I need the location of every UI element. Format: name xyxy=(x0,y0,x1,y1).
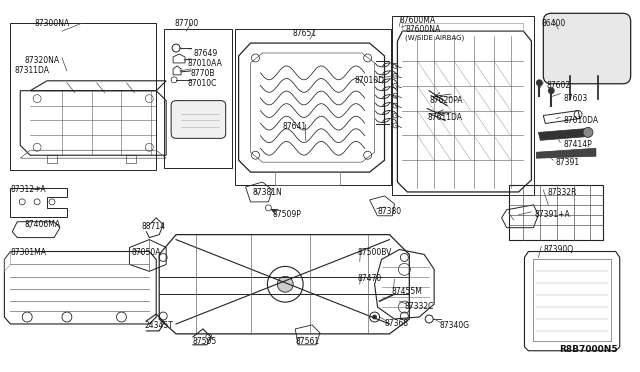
Text: (W/SIDE AIRBAG): (W/SIDE AIRBAG) xyxy=(405,34,465,41)
Text: 87603: 87603 xyxy=(563,94,588,103)
Text: 87010AA: 87010AA xyxy=(188,59,223,68)
Text: 87414P: 87414P xyxy=(563,140,592,149)
Text: 87010D: 87010D xyxy=(355,76,385,85)
Text: 87332R: 87332R xyxy=(547,188,577,197)
Circle shape xyxy=(372,315,376,319)
Bar xyxy=(392,16,534,195)
Circle shape xyxy=(583,128,593,137)
Bar xyxy=(533,259,611,341)
Text: 87010C: 87010C xyxy=(188,79,218,88)
Text: 87368: 87368 xyxy=(385,319,408,328)
Polygon shape xyxy=(538,128,590,140)
Text: 87301MA: 87301MA xyxy=(10,247,46,257)
Text: 87649: 87649 xyxy=(194,49,218,58)
Bar xyxy=(164,29,232,168)
Text: 87505: 87505 xyxy=(193,337,217,346)
Text: 87391: 87391 xyxy=(556,158,579,167)
Text: 87390Q: 87390Q xyxy=(543,244,573,254)
Text: 87620PA: 87620PA xyxy=(429,96,463,105)
FancyBboxPatch shape xyxy=(171,101,226,138)
Text: 87332C: 87332C xyxy=(404,302,434,311)
Text: R8B7000N5: R8B7000N5 xyxy=(559,345,618,354)
Text: 87500BV: 87500BV xyxy=(358,247,392,257)
Polygon shape xyxy=(536,148,596,158)
Text: 87600MA: 87600MA xyxy=(399,16,436,25)
Text: 8770B: 8770B xyxy=(191,69,216,78)
Text: 87391+A: 87391+A xyxy=(534,210,570,219)
Text: 87380: 87380 xyxy=(378,207,402,216)
Text: 87050A: 87050A xyxy=(131,247,161,257)
Text: 87311DA: 87311DA xyxy=(14,66,49,75)
Text: 87470: 87470 xyxy=(358,274,382,283)
Bar xyxy=(10,23,156,170)
Text: 87509P: 87509P xyxy=(273,210,301,219)
Circle shape xyxy=(536,80,542,86)
Text: 87611DA: 87611DA xyxy=(427,113,462,122)
Text: 87455M: 87455M xyxy=(392,287,422,296)
Text: 86400: 86400 xyxy=(541,19,566,28)
Circle shape xyxy=(548,88,554,94)
Text: 87300NA: 87300NA xyxy=(34,19,69,28)
Bar xyxy=(509,185,603,240)
Text: 87600NA: 87600NA xyxy=(405,25,440,34)
Text: 88714: 88714 xyxy=(141,222,165,231)
Text: 87700: 87700 xyxy=(174,19,198,28)
Text: 24345T: 24345T xyxy=(145,321,173,330)
Bar xyxy=(235,29,392,185)
Text: 87340G: 87340G xyxy=(439,321,469,330)
Text: 87651: 87651 xyxy=(292,29,316,38)
Text: 87406MA: 87406MA xyxy=(24,220,60,229)
Text: 87312+A: 87312+A xyxy=(10,185,46,194)
Text: 87561: 87561 xyxy=(295,337,319,346)
Text: 87010DA: 87010DA xyxy=(563,116,598,125)
Text: 87320NA: 87320NA xyxy=(24,56,60,65)
Text: 87381N: 87381N xyxy=(253,188,282,197)
Circle shape xyxy=(277,276,293,292)
Text: 87602: 87602 xyxy=(547,81,570,90)
Text: 87641: 87641 xyxy=(282,122,307,131)
FancyBboxPatch shape xyxy=(543,13,630,84)
